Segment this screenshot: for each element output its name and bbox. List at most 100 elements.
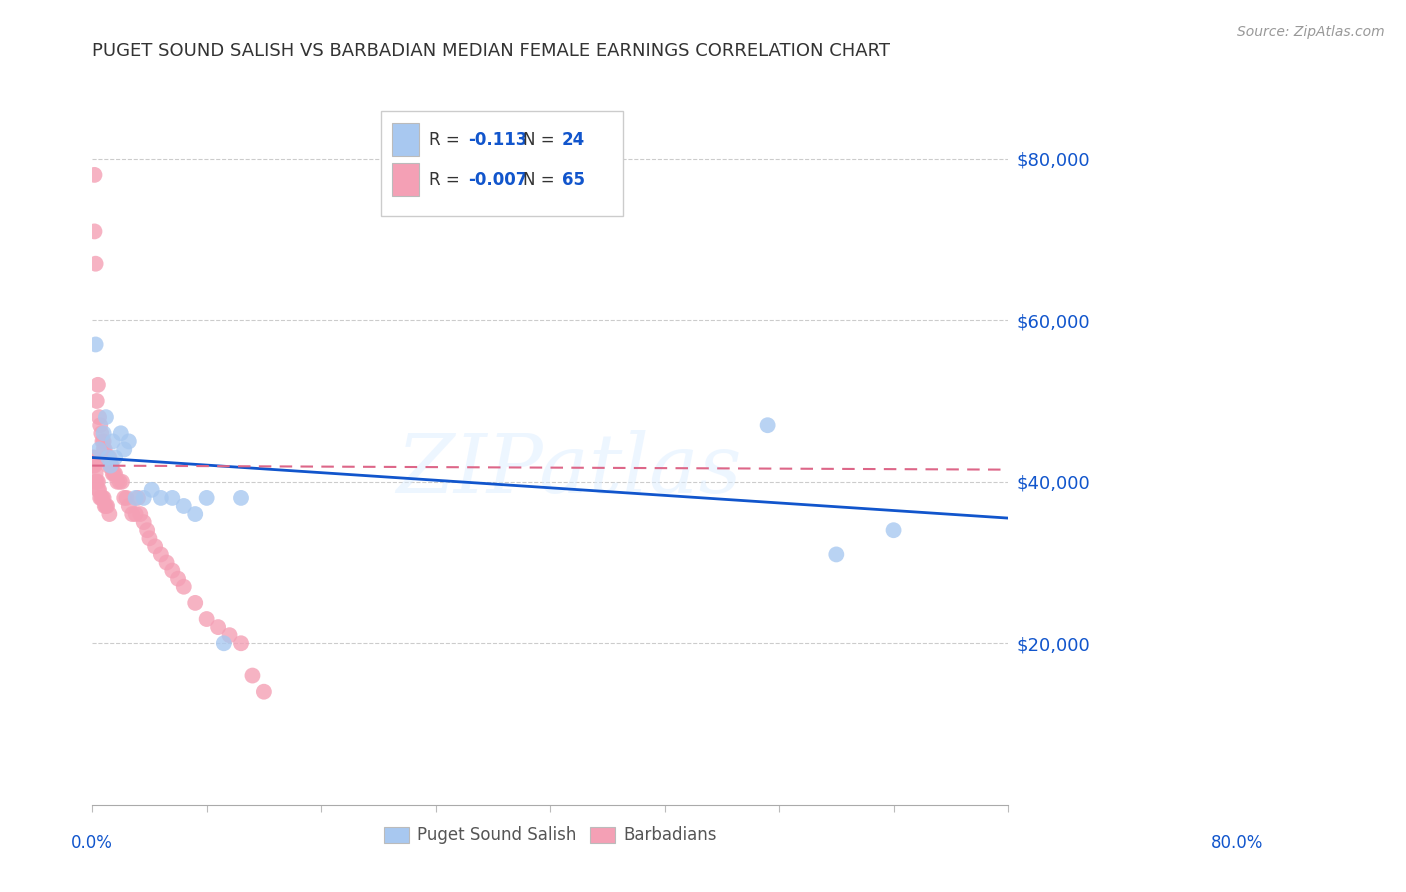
Point <box>242 668 264 682</box>
Point <box>141 483 163 497</box>
Text: 65: 65 <box>562 170 585 189</box>
Point <box>100 458 122 473</box>
Text: R =: R = <box>429 131 465 149</box>
Point <box>86 475 108 489</box>
Point <box>125 491 148 505</box>
Point <box>91 434 114 449</box>
FancyBboxPatch shape <box>392 123 419 156</box>
Point <box>167 572 190 586</box>
Point <box>98 507 121 521</box>
Point <box>212 636 235 650</box>
Point <box>87 377 110 392</box>
Point <box>87 475 110 489</box>
Point <box>83 458 105 473</box>
Point <box>229 491 252 505</box>
Point <box>94 450 117 465</box>
Point <box>84 467 107 481</box>
Point <box>149 491 172 505</box>
Point <box>195 491 218 505</box>
Point <box>155 556 177 570</box>
Point <box>83 224 105 238</box>
Point <box>87 410 110 425</box>
Point <box>82 450 104 465</box>
Point <box>184 596 207 610</box>
Point <box>87 442 110 457</box>
Point <box>173 580 195 594</box>
Point <box>83 168 105 182</box>
Point <box>756 418 779 433</box>
Point <box>100 458 122 473</box>
Point <box>110 426 132 441</box>
Point <box>143 540 166 554</box>
Point <box>89 491 111 505</box>
Text: ZIPatlas: ZIPatlas <box>395 431 741 510</box>
Point <box>82 450 104 465</box>
Point <box>195 612 218 626</box>
Text: PUGET SOUND SALISH VS BARBADIAN MEDIAN FEMALE EARNINGS CORRELATION CHART: PUGET SOUND SALISH VS BARBADIAN MEDIAN F… <box>93 42 890 60</box>
Point <box>184 507 207 521</box>
Point <box>87 483 110 497</box>
Text: -0.113: -0.113 <box>468 131 527 149</box>
Point <box>118 434 141 449</box>
Point <box>94 499 117 513</box>
Point <box>825 548 848 562</box>
Point <box>883 523 905 537</box>
Point <box>103 467 125 481</box>
Point <box>96 499 118 513</box>
Point <box>118 499 141 513</box>
Point <box>162 491 184 505</box>
Point <box>96 450 118 465</box>
Point <box>93 442 115 457</box>
Point <box>136 523 159 537</box>
Text: N =: N = <box>523 170 560 189</box>
Point <box>115 491 138 505</box>
Point <box>84 475 107 489</box>
Text: 80.0%: 80.0% <box>1211 834 1263 852</box>
Point <box>253 684 276 698</box>
Point <box>138 531 160 545</box>
Legend: Puget Sound Salish, Barbadians: Puget Sound Salish, Barbadians <box>377 820 723 851</box>
Point <box>97 450 120 465</box>
Point <box>229 636 252 650</box>
Point <box>108 475 131 489</box>
Point <box>90 491 112 505</box>
Point <box>87 483 110 497</box>
Point <box>112 442 135 457</box>
Point <box>90 426 112 441</box>
Point <box>104 450 127 465</box>
Point <box>218 628 240 642</box>
Point <box>105 475 128 489</box>
Point <box>82 458 104 473</box>
Point <box>101 434 124 449</box>
Point <box>91 491 114 505</box>
Point <box>111 475 134 489</box>
Point <box>84 337 107 351</box>
Point <box>132 515 155 529</box>
Point <box>101 467 124 481</box>
Point <box>94 410 117 425</box>
Point <box>97 458 120 473</box>
Point <box>84 257 107 271</box>
Point <box>162 564 184 578</box>
Text: R =: R = <box>429 170 465 189</box>
Text: 0.0%: 0.0% <box>72 834 112 852</box>
Text: 24: 24 <box>562 131 585 149</box>
Point <box>89 418 111 433</box>
Point <box>129 507 152 521</box>
FancyBboxPatch shape <box>381 111 623 216</box>
Point <box>94 442 117 457</box>
Point <box>112 491 135 505</box>
Point <box>127 491 149 505</box>
FancyBboxPatch shape <box>392 163 419 196</box>
Point <box>98 450 121 465</box>
Text: -0.007: -0.007 <box>468 170 527 189</box>
Point <box>94 499 117 513</box>
Point <box>93 491 115 505</box>
Text: N =: N = <box>523 131 560 149</box>
Point <box>121 507 143 521</box>
Point <box>104 467 127 481</box>
Point <box>173 499 195 513</box>
Point <box>132 491 155 505</box>
Point <box>125 507 148 521</box>
Point <box>93 426 115 441</box>
